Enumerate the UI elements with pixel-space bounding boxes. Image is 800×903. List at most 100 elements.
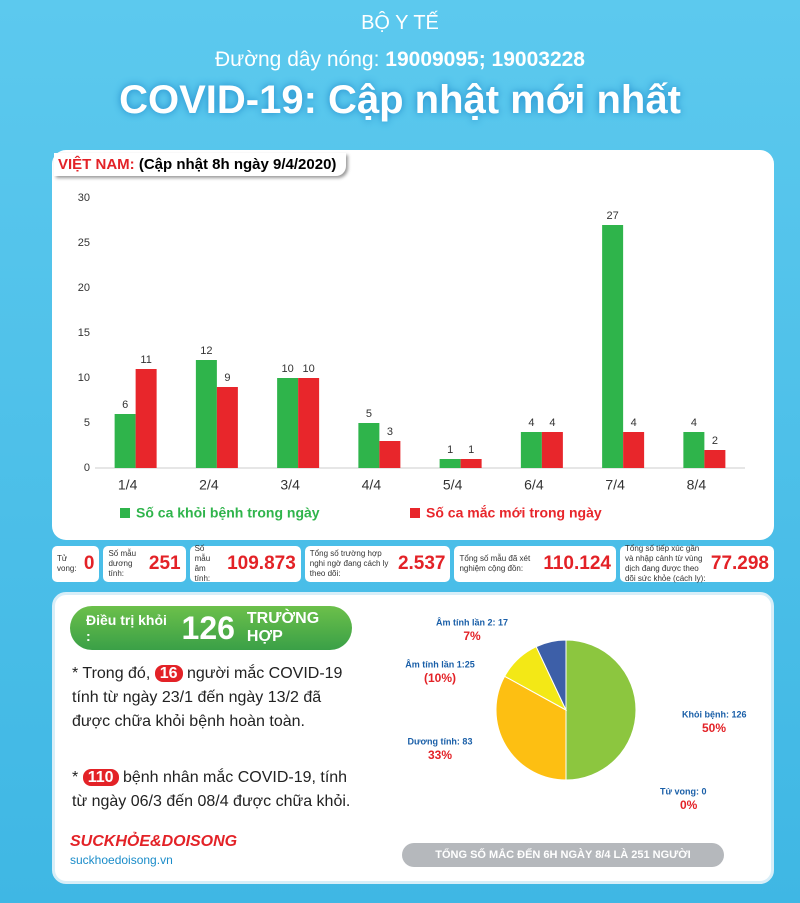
bar bbox=[683, 432, 705, 468]
stat-label: Số mẫu âm tính: bbox=[194, 544, 211, 583]
summary-panel bbox=[52, 592, 774, 884]
country-label: VIỆT NAM: bbox=[58, 156, 135, 173]
note: * 110 bệnh nhân mắc COVID-19, tính từ ng… bbox=[72, 766, 362, 814]
value-label: 4 bbox=[631, 417, 637, 429]
y-tick-label: 0 bbox=[84, 462, 90, 474]
stat-value: 109.873 bbox=[227, 553, 296, 574]
x-tick-label: 1/4 bbox=[118, 477, 138, 493]
value-label: 12 bbox=[200, 345, 212, 357]
note-highlight: 16 bbox=[154, 665, 183, 682]
value-label: 27 bbox=[607, 210, 619, 222]
brand: SUCKHỎE&DOISONG bbox=[70, 833, 238, 850]
bar bbox=[602, 225, 624, 468]
pie-chart: Khỏi bệnh: 126 50% Tử vong: 0 0% Dương tính:… bbox=[405, 616, 746, 812]
value-label: 5 bbox=[366, 408, 372, 420]
value-label: 1 bbox=[447, 444, 453, 456]
value-label: 4 bbox=[528, 417, 534, 429]
bar bbox=[277, 378, 299, 468]
hotline-label: Đường dây nóng: bbox=[215, 48, 380, 71]
note-highlight: 110 bbox=[82, 769, 119, 786]
hotline: Đường dây nóng: 19009095; 19003228 bbox=[0, 48, 800, 72]
stat-label: Tử vong: bbox=[57, 554, 77, 573]
legend-swatch bbox=[120, 508, 130, 518]
slice-label: Dương tính: 83 bbox=[408, 736, 473, 746]
value-label: 3 bbox=[387, 426, 393, 438]
recovered-label: Điều trị khỏi : bbox=[86, 612, 167, 644]
recovered-number: 126 bbox=[181, 609, 235, 646]
stat-box: Tổng số mẫu đã xét nghiệm cộng đồn: 110.1… bbox=[454, 546, 616, 582]
bar bbox=[114, 414, 136, 468]
note: * Trong đó, 16 người mắc COVID-19 tính t… bbox=[72, 662, 362, 734]
value-label: 6 bbox=[122, 399, 128, 411]
note-prefix: * bbox=[72, 769, 79, 786]
stat-value: 2.537 bbox=[397, 553, 446, 574]
value-label: 4 bbox=[549, 417, 555, 429]
y-tick-label: 5 bbox=[84, 417, 90, 429]
y-tick-label: 20 bbox=[78, 282, 90, 294]
ministry: BỘ Y TẾ bbox=[361, 12, 439, 34]
country-tag: VIỆT NAM: (Cập nhật 8h ngày 9/4/2020) bbox=[54, 153, 347, 176]
slice-value: 0% bbox=[680, 798, 698, 812]
value-label: 4 bbox=[691, 417, 697, 429]
stat-label: Tổng số tiếp xúc gần và nhập cảnh từ vùn… bbox=[624, 544, 706, 583]
bar bbox=[439, 459, 461, 468]
slice-value: 33% bbox=[428, 748, 452, 762]
slice-value: 50% bbox=[702, 721, 726, 735]
recovered-pill: Điều trị khỏi : 126 TRƯỜNG HỢP bbox=[70, 606, 352, 650]
hotline-numbers: 19009095; 19003228 bbox=[385, 48, 585, 71]
slice-value: (10%) bbox=[424, 671, 456, 685]
note-prefix: * Trong đó, bbox=[72, 665, 151, 682]
bar bbox=[520, 432, 542, 468]
x-tick-label: 8/4 bbox=[687, 477, 707, 493]
pie-slice bbox=[565, 639, 637, 781]
note-text: bệnh nhân mắc COVID-19, tính từ ngày 06/… bbox=[72, 769, 351, 810]
site: suckhoedoisong.vn bbox=[70, 853, 173, 867]
legend-label: Số ca mắc mới trong ngày bbox=[426, 504, 602, 521]
stat-label: Số mẫu dương tính: bbox=[108, 549, 137, 578]
y-tick-label: 25 bbox=[78, 237, 90, 249]
stat-box: Tử vong: 0 bbox=[52, 546, 100, 582]
note-text: người mắc COVID-19 tính từ ngày 23/1 đến… bbox=[72, 665, 343, 730]
value-label: 11 bbox=[140, 354, 151, 366]
stat-value: 0 bbox=[83, 553, 95, 574]
legend-swatch bbox=[410, 508, 420, 518]
value-label: 10 bbox=[282, 363, 294, 375]
stat-label: Tổng số mẫu đã xét nghiệm cộng đồn: bbox=[459, 554, 531, 573]
bar bbox=[135, 369, 157, 468]
value-label: 1 bbox=[468, 444, 474, 456]
pie-slice bbox=[535, 639, 567, 711]
x-tick-label: 6/4 bbox=[524, 477, 544, 493]
y-tick-label: 15 bbox=[78, 327, 90, 339]
pie-slice bbox=[495, 675, 567, 781]
stat-value: 77.298 bbox=[710, 553, 769, 574]
stat-box: Tổng số trường hợp nghi ngờ đang cách ly… bbox=[304, 546, 451, 582]
update-time: (Cập nhật 8h ngày 9/4/2020) bbox=[138, 156, 337, 173]
recovered-unit: TRƯỜNG HỢP bbox=[246, 610, 320, 645]
x-tick-label: 5/4 bbox=[443, 477, 463, 493]
bar bbox=[379, 441, 401, 468]
legend-label: Số ca khỏi bệnh trong ngày bbox=[136, 505, 320, 521]
x-tick-label: 4/4 bbox=[362, 477, 382, 493]
total-banner: TỔNG SỐ MẮC ĐẾN 6H NGÀY 8/4 LÀ 251 NGƯỜI bbox=[402, 843, 724, 867]
bar bbox=[541, 432, 563, 468]
chart-panel bbox=[52, 150, 774, 540]
stat-value: 251 bbox=[148, 553, 181, 574]
slice-label: Âm tính lần 1:25 bbox=[405, 658, 475, 669]
stat-box: Số mẫu dương tính: 251 bbox=[103, 546, 186, 582]
value-label: 9 bbox=[224, 372, 230, 384]
x-tick-label: 2/4 bbox=[199, 477, 219, 493]
stat-box: Số mẫu âm tính: 109.873 bbox=[189, 544, 301, 583]
bar bbox=[195, 360, 217, 468]
slice-value: 7% bbox=[463, 629, 481, 643]
slice-label: Âm tính lần 2: 17 bbox=[436, 616, 508, 627]
bar bbox=[298, 378, 320, 468]
bar bbox=[358, 423, 380, 468]
value-label: 10 bbox=[303, 363, 315, 375]
bar bbox=[460, 459, 482, 468]
stat-label: Tổng số trường hợp nghi ngờ đang cách ly… bbox=[309, 549, 389, 578]
stat-value: 110.124 bbox=[543, 553, 611, 574]
bar bbox=[216, 387, 238, 468]
slice-label: Tử vong: 0 bbox=[660, 786, 707, 796]
